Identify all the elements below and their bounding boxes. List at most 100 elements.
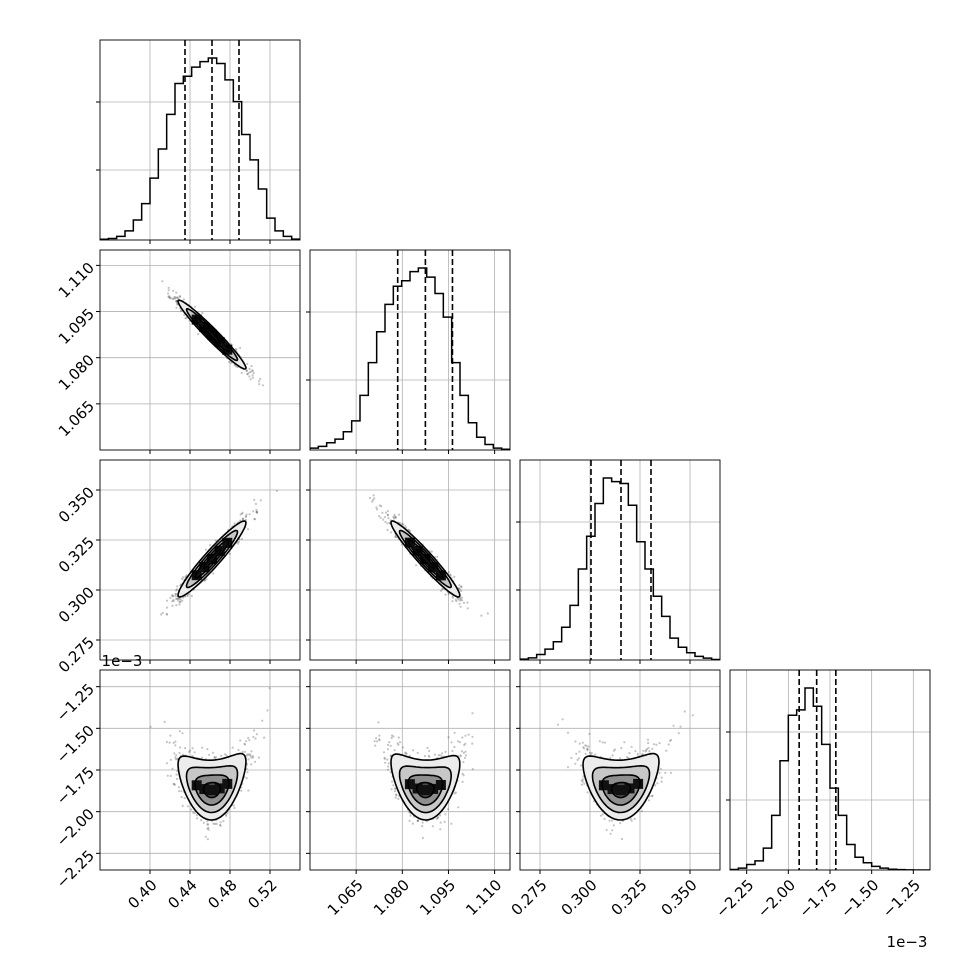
scatter-point [182, 298, 185, 301]
contour-line [610, 781, 632, 799]
scatter-point [581, 780, 584, 783]
scatter-point [184, 747, 187, 750]
scatter-point [581, 741, 584, 744]
scatter-point [195, 814, 198, 817]
scatter-point [201, 311, 204, 315]
histogram-1 [310, 267, 510, 450]
contour-line [202, 325, 222, 344]
scatter-point [261, 719, 264, 722]
scatter-point [461, 772, 464, 776]
scatter-point [677, 732, 680, 735]
scatter-point [212, 822, 215, 825]
scatter-point [647, 799, 651, 802]
scatter-point [665, 749, 668, 752]
scatter-point [245, 740, 248, 743]
scatter-point [404, 525, 407, 528]
scatter-point [185, 317, 188, 320]
scatter-point [668, 739, 672, 743]
y-tick-label: 0.325 [55, 533, 98, 576]
density-bin [616, 785, 626, 796]
scatter-point [381, 511, 384, 514]
scatter-point [209, 544, 212, 547]
scatter-point [428, 749, 431, 753]
scatter-point [181, 732, 184, 735]
scatter-point [397, 736, 400, 739]
scatter-point [601, 741, 604, 744]
contour-line [177, 520, 247, 598]
scatter-point [188, 750, 191, 754]
scatter-point [603, 817, 606, 821]
x-tick-label: −1.25 [879, 876, 924, 921]
scatter-point [178, 597, 181, 600]
scatter-point [254, 737, 257, 740]
scatter-point [437, 754, 440, 757]
scatter-point [175, 597, 178, 601]
scatter-point [608, 819, 611, 822]
y-tick-label: −2.00 [53, 805, 98, 850]
scatter-point [177, 786, 180, 789]
scatter-point [646, 748, 649, 751]
scatter-point [185, 574, 188, 577]
scatter-point [206, 827, 209, 830]
scatter-point [255, 508, 258, 511]
scatter-panel-3-0 [99, 669, 301, 871]
scatter-point [250, 763, 253, 766]
scatter-point [397, 797, 400, 801]
scatter-point [255, 511, 258, 514]
scatter-point [461, 599, 464, 602]
scatter-point [247, 758, 250, 761]
scatter-point [204, 835, 207, 838]
scatter-point [453, 792, 456, 795]
scatter-point [182, 596, 185, 599]
x-tick-label: 0.300 [558, 876, 601, 919]
scatter-point [394, 793, 398, 796]
scatter-point [408, 819, 411, 823]
scatter-point [463, 743, 466, 747]
scatter-point [392, 735, 395, 738]
contour-line [194, 774, 230, 806]
scatter-point [447, 593, 450, 596]
scatter-point [392, 784, 395, 787]
scatter-point [171, 604, 174, 608]
scatter-point [450, 822, 453, 825]
scatter-point [389, 744, 392, 747]
scatter-point [167, 286, 170, 289]
scatter-point [173, 297, 176, 300]
scatter-point [590, 751, 593, 755]
scatter-point [480, 614, 483, 617]
scatter-point [379, 516, 382, 519]
scatter-point [174, 592, 177, 596]
scatter-point [439, 589, 443, 592]
scatter-point [457, 740, 460, 743]
scatter-point [253, 518, 257, 521]
scatter-point [382, 751, 386, 754]
scatter-point [175, 296, 178, 299]
scatter-point [173, 782, 176, 785]
contour-line [398, 765, 453, 814]
scatter-point [245, 777, 248, 780]
scatter-point [169, 297, 172, 300]
scatter-point [161, 280, 164, 283]
scatter-point [249, 378, 252, 381]
scatter-point [261, 384, 265, 387]
scatter-panel-2-1 [309, 459, 511, 661]
scatter-point [232, 804, 235, 807]
scatter-point [213, 822, 217, 826]
scatter-point [165, 599, 169, 602]
scatter-point [251, 374, 254, 377]
scatter-point [436, 816, 440, 819]
scatter-point [178, 597, 181, 600]
scatter-point [190, 594, 193, 598]
scatter-point [201, 746, 204, 749]
scatter-point [246, 771, 249, 774]
contour-line [202, 781, 222, 799]
contour-line [415, 548, 435, 570]
scatter-point [463, 756, 467, 760]
scatter-point [609, 756, 612, 759]
scatter-point [460, 596, 464, 599]
scatter-point [172, 598, 175, 601]
scatter-point [466, 601, 469, 604]
scatter-point [205, 578, 208, 581]
scatter-point [394, 535, 397, 539]
contour-line [194, 316, 230, 353]
